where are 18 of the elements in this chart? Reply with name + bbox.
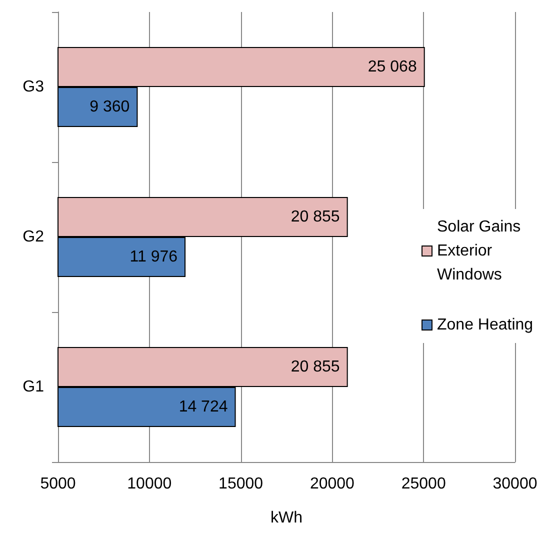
- y-tick-label: G1: [22, 378, 44, 396]
- y-tick-label: G2: [22, 228, 44, 246]
- y-tick-label: G3: [22, 78, 44, 96]
- x-tick-label: 15000: [218, 476, 264, 492]
- data-label: 14 724: [178, 398, 228, 416]
- data-label: 9 360: [90, 98, 130, 116]
- data-label: 20 855: [290, 358, 340, 376]
- x-axis-title: kWh: [270, 510, 302, 526]
- data-label: 11 976: [130, 248, 178, 266]
- data-label: 20 855: [290, 208, 340, 226]
- data-label: 25 068: [368, 58, 417, 76]
- legend-label: Zone Heating: [437, 316, 534, 334]
- x-tick-label: 25000: [401, 476, 446, 492]
- x-tick-label: 5000: [40, 476, 76, 492]
- x-tick-label: 30000: [492, 476, 538, 492]
- x-tick-label: 10000: [127, 476, 172, 492]
- legend-label: Solar Gains Exterior Windows: [437, 218, 526, 284]
- x-tick-label: 20000: [310, 476, 355, 492]
